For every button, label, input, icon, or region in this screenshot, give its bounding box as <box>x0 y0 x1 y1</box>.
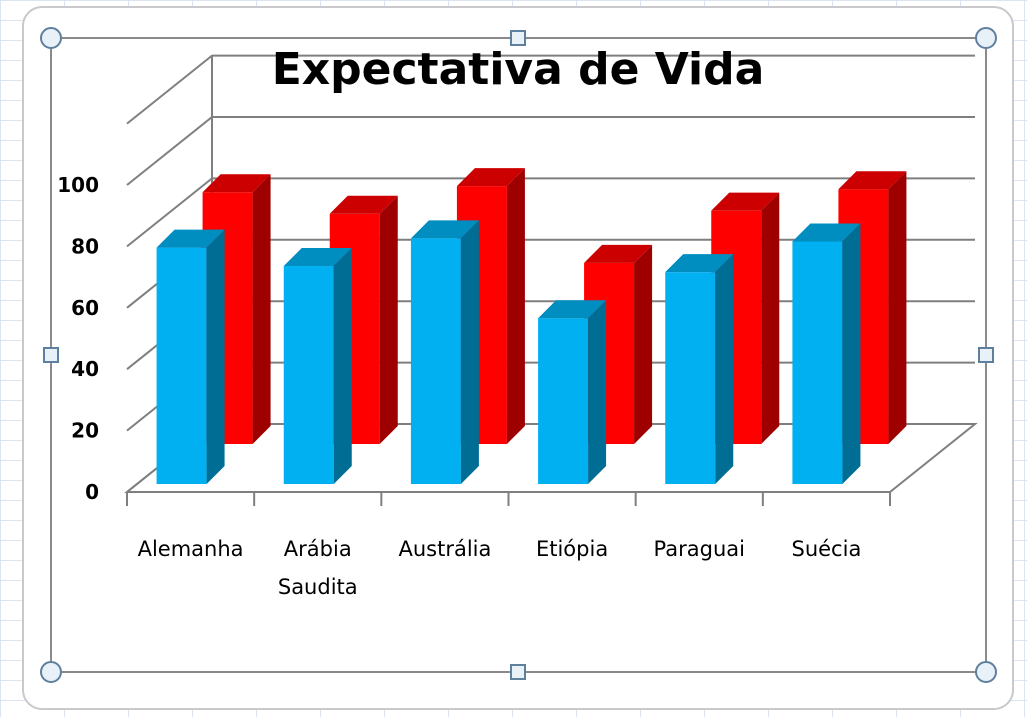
bar-series1-2 <box>410 220 479 484</box>
side-handle <box>510 664 526 680</box>
x-tick-label: Suécia <box>792 537 862 561</box>
bar-front-face <box>538 318 589 484</box>
bar-top-face <box>156 229 225 248</box>
side-gridline <box>126 177 213 248</box>
corner-handle <box>975 661 997 683</box>
bars <box>156 168 907 484</box>
x-tick-label: Paraguai <box>654 537 745 561</box>
bar-top-face <box>711 192 780 211</box>
bar-top-face <box>584 244 653 263</box>
bar-side-face <box>634 244 653 444</box>
x-tick-label: Arábia <box>284 537 352 561</box>
bar-top-face <box>456 168 525 187</box>
side-handle <box>43 347 59 363</box>
bar-front-face <box>283 266 334 484</box>
bar-side-face <box>206 229 225 484</box>
axes: 0 20 40 60 80 100 Alemanha Arábia Saudita Austrál… <box>57 173 891 599</box>
bar-side-face <box>333 248 352 484</box>
bar-top-face <box>329 195 398 214</box>
side-handle <box>510 30 526 46</box>
bar-top-face <box>538 300 607 319</box>
bar-series1-5 <box>792 223 861 484</box>
side-gridline <box>126 116 213 186</box>
y-tick-label: 80 <box>71 234 99 258</box>
bar-series1-0 <box>156 229 225 484</box>
bar-side-face <box>842 223 861 484</box>
bar-front-face <box>665 272 716 484</box>
bar-top-face <box>838 171 907 190</box>
x-tick-label: Etiópia <box>536 537 608 561</box>
x-tick-label: Austrália <box>398 537 491 561</box>
corner-handle <box>40 27 62 49</box>
bar-front-face <box>156 247 207 484</box>
y-tick-label: 20 <box>71 419 99 443</box>
chart-title[interactable]: Expectativa de Vida <box>272 44 765 95</box>
bar-series1-3 <box>538 300 607 484</box>
y-tick-label: 40 <box>71 357 99 381</box>
y-tick-label: 0 <box>85 480 99 504</box>
side-gridline <box>126 54 213 125</box>
bar-top-face <box>792 223 861 242</box>
y-tick-label: 60 <box>71 296 99 320</box>
bar-side-face <box>715 254 734 484</box>
bar-side-face <box>460 220 479 484</box>
bar-top-face <box>410 220 479 239</box>
bar-series1-1 <box>283 248 352 484</box>
corner-handle <box>975 27 997 49</box>
side-handle <box>978 347 994 363</box>
x-tick-label: Saudita <box>278 575 358 599</box>
bar-front-face <box>792 241 843 484</box>
corner-handle <box>40 661 62 683</box>
bar-top-face <box>283 248 352 267</box>
x-tick-label: Alemanha <box>138 537 244 561</box>
bar-side-face <box>506 168 525 444</box>
bar-series1-4 <box>665 254 734 484</box>
bar-side-face <box>252 174 271 444</box>
bar-side-face <box>379 195 398 444</box>
bar-top-face <box>665 254 734 273</box>
bar-top-face <box>202 174 271 193</box>
bar-side-face <box>588 300 607 484</box>
y-tick-label: 100 <box>57 173 99 197</box>
bar-front-face <box>410 238 461 484</box>
bar-side-face <box>888 171 907 444</box>
bar-side-face <box>761 192 780 444</box>
selection-handles[interactable] <box>40 27 997 683</box>
